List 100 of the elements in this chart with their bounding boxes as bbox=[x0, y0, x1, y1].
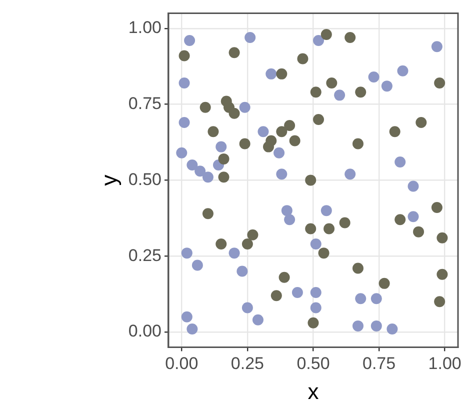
point bbox=[394, 156, 406, 168]
y-tick-label: 0.50 bbox=[128, 170, 162, 189]
point bbox=[252, 314, 264, 326]
point bbox=[181, 248, 192, 259]
point bbox=[310, 302, 322, 314]
point bbox=[263, 141, 274, 152]
x-tick-label: 0.50 bbox=[296, 354, 330, 374]
point bbox=[305, 174, 316, 186]
point bbox=[200, 102, 211, 113]
x-tick-label: 1.00 bbox=[428, 354, 462, 374]
x-axis-title: x bbox=[308, 378, 319, 404]
point bbox=[413, 226, 424, 238]
point bbox=[434, 296, 446, 308]
point bbox=[297, 53, 308, 64]
point bbox=[434, 78, 446, 89]
point bbox=[242, 238, 253, 250]
point bbox=[239, 102, 250, 113]
x-tick-label: 0.00 bbox=[165, 354, 198, 374]
point bbox=[320, 205, 332, 216]
point bbox=[258, 126, 269, 138]
point bbox=[313, 35, 324, 46]
point bbox=[247, 229, 258, 240]
point bbox=[276, 126, 288, 138]
point bbox=[236, 266, 248, 277]
point bbox=[278, 272, 290, 283]
point bbox=[281, 205, 292, 216]
point bbox=[176, 147, 188, 158]
point bbox=[436, 268, 448, 280]
point bbox=[352, 320, 364, 332]
point bbox=[310, 287, 322, 298]
point bbox=[344, 32, 356, 43]
y-tick-label: 0.75 bbox=[128, 94, 162, 113]
point bbox=[192, 260, 203, 271]
point bbox=[310, 86, 322, 98]
point bbox=[320, 28, 332, 40]
y-axis-title: y bbox=[96, 174, 122, 186]
point bbox=[378, 278, 390, 289]
point bbox=[178, 78, 190, 89]
point bbox=[276, 68, 288, 80]
point bbox=[202, 172, 214, 183]
point bbox=[394, 214, 406, 226]
point bbox=[216, 141, 227, 152]
point bbox=[386, 323, 398, 334]
point bbox=[355, 86, 366, 98]
point bbox=[289, 135, 300, 146]
point bbox=[216, 238, 227, 250]
point bbox=[270, 290, 282, 302]
point bbox=[408, 211, 419, 222]
point bbox=[352, 262, 364, 274]
point bbox=[416, 117, 427, 128]
point bbox=[266, 68, 277, 80]
point bbox=[178, 50, 190, 62]
point bbox=[310, 238, 322, 250]
y-tick-label: 0.00 bbox=[128, 322, 162, 341]
point bbox=[389, 126, 400, 138]
point bbox=[436, 232, 448, 244]
point bbox=[276, 168, 288, 180]
point bbox=[368, 71, 380, 82]
y-tick-label: 0.25 bbox=[128, 246, 162, 265]
point bbox=[334, 90, 346, 101]
point bbox=[228, 248, 240, 259]
point bbox=[228, 108, 240, 119]
x-tick-label: 0.25 bbox=[230, 354, 264, 374]
point bbox=[352, 138, 364, 150]
point bbox=[239, 138, 250, 150]
point bbox=[370, 293, 382, 304]
point bbox=[284, 120, 296, 132]
x-tick-label: 0.75 bbox=[362, 354, 396, 374]
point bbox=[305, 223, 316, 234]
point bbox=[339, 217, 350, 228]
point bbox=[181, 311, 192, 322]
point bbox=[326, 78, 338, 89]
point bbox=[408, 180, 419, 192]
point bbox=[186, 323, 198, 334]
point bbox=[284, 214, 296, 226]
point bbox=[194, 166, 206, 177]
point bbox=[318, 248, 330, 259]
point bbox=[178, 117, 190, 128]
point bbox=[397, 65, 408, 76]
point bbox=[202, 208, 214, 220]
point bbox=[208, 126, 219, 138]
point bbox=[218, 153, 230, 164]
point bbox=[228, 47, 240, 58]
point bbox=[308, 317, 319, 328]
point bbox=[292, 287, 303, 298]
point bbox=[313, 114, 324, 125]
y-tick-label: 1.00 bbox=[128, 18, 162, 38]
point bbox=[186, 160, 198, 171]
point bbox=[381, 80, 392, 92]
point bbox=[324, 223, 335, 234]
point bbox=[370, 320, 382, 332]
point bbox=[242, 302, 253, 314]
point bbox=[431, 202, 442, 214]
point bbox=[218, 172, 230, 183]
point bbox=[344, 168, 356, 180]
point bbox=[274, 147, 285, 158]
point bbox=[244, 32, 256, 43]
point bbox=[431, 41, 442, 52]
point bbox=[184, 35, 196, 46]
point bbox=[355, 293, 366, 304]
